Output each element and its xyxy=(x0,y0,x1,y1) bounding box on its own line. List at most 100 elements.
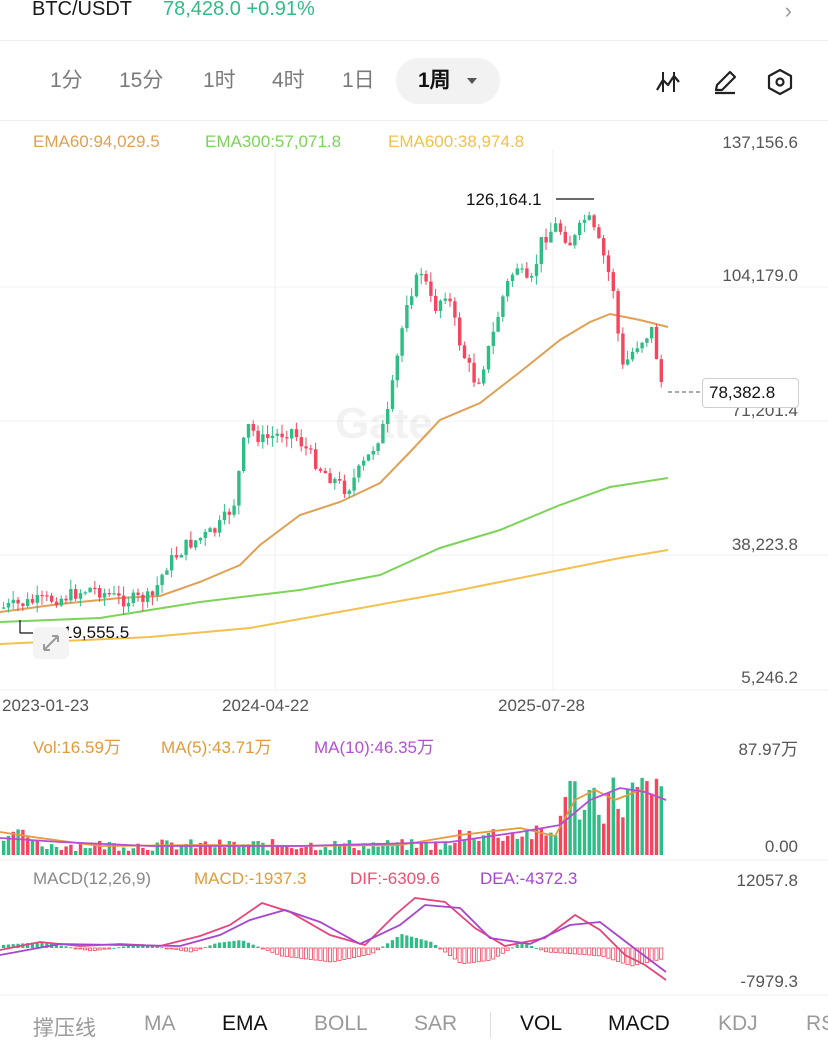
macd-bar xyxy=(150,945,154,948)
candle-body xyxy=(179,555,183,558)
y-tick: 104,179.0 xyxy=(722,266,798,285)
macd-bar xyxy=(630,947,635,967)
volume-bar xyxy=(237,846,241,855)
timeframe-1h[interactable]: 1时 xyxy=(203,69,236,92)
candle-body xyxy=(592,215,596,228)
volume-bar xyxy=(578,819,582,855)
macd-bar xyxy=(83,947,88,951)
candle-body xyxy=(563,231,567,243)
tab-ma[interactable]: MA xyxy=(144,1012,176,1035)
volume-bar xyxy=(83,848,87,855)
macd-bar xyxy=(419,939,423,948)
divider xyxy=(0,40,828,41)
candle-body xyxy=(285,437,289,439)
candle-body xyxy=(520,268,524,270)
macd-bar xyxy=(405,935,409,948)
tab-sar[interactable]: SAR xyxy=(414,1012,458,1035)
volume-bar xyxy=(530,839,534,855)
volume-bar xyxy=(482,835,486,855)
volume-bar xyxy=(645,781,649,855)
settings-hexagon-icon[interactable] xyxy=(766,68,794,96)
candle-body xyxy=(544,237,548,243)
volume-bar xyxy=(424,843,428,855)
volume-bar xyxy=(117,850,121,855)
macd-bar xyxy=(318,947,323,962)
candle-body xyxy=(98,588,102,598)
ticker-bar[interactable]: BTC/USDT 78,428.0 +0.91% › xyxy=(0,0,828,26)
timeframe-1d[interactable]: 1日 xyxy=(342,69,375,92)
ema60-label: EMA60:94,029.5 xyxy=(33,132,160,151)
tab-boll[interactable]: BOLL xyxy=(314,1012,368,1035)
candle-body xyxy=(208,528,212,532)
macd-bar xyxy=(337,947,342,961)
volume-bar xyxy=(174,849,179,855)
volume-bar xyxy=(203,841,207,855)
tab-rsi[interactable]: RS xyxy=(806,1012,828,1035)
tab-vol[interactable]: VOL xyxy=(520,1012,563,1035)
macd-bar xyxy=(452,947,457,960)
candle-body xyxy=(458,317,462,346)
candle-body xyxy=(69,589,73,601)
candle-body xyxy=(261,434,265,443)
expand-chart-button[interactable] xyxy=(33,627,69,659)
indicator-tabs: 撑压线 MA EMA BOLL SAR VOL MACD KDJ RS xyxy=(0,1000,828,1052)
volume-bar xyxy=(405,849,409,855)
volume-bar xyxy=(376,846,380,855)
candle-body xyxy=(150,591,155,596)
volume-bar xyxy=(630,782,635,855)
candle-body xyxy=(515,268,519,275)
volume-bar xyxy=(510,832,515,855)
volume-bar xyxy=(309,842,313,855)
volume-bar xyxy=(357,850,361,855)
candle-body xyxy=(117,593,121,596)
vol-label: Vol:16.59万 xyxy=(33,738,121,757)
candle-body xyxy=(237,471,241,506)
timeframe-4h[interactable]: 4时 xyxy=(272,69,305,92)
volume-bar xyxy=(323,847,327,855)
macd-bar xyxy=(601,947,606,958)
indicator-icon[interactable] xyxy=(654,68,682,96)
candle-body xyxy=(338,479,342,481)
candle-body xyxy=(611,272,615,292)
candle-body xyxy=(414,274,419,297)
macd-bar xyxy=(332,947,337,962)
candle-body xyxy=(11,599,15,604)
candle-body xyxy=(606,255,611,273)
volume-bar xyxy=(438,849,443,855)
macd-bar xyxy=(654,947,659,961)
candle-body xyxy=(438,300,443,311)
dropdown-arrow-icon[interactable] xyxy=(467,78,477,84)
macd-bar xyxy=(410,936,414,948)
volume-bar xyxy=(126,850,131,855)
macd-bar xyxy=(242,940,246,948)
tab-ema[interactable]: EMA xyxy=(222,1012,268,1035)
timeframe-1m[interactable]: 1分 xyxy=(50,69,83,92)
candle-body xyxy=(539,237,543,265)
volume-bar xyxy=(222,847,227,855)
tab-kdj[interactable]: KDJ xyxy=(718,1012,758,1035)
draw-pen-icon[interactable] xyxy=(711,68,739,96)
candle-body xyxy=(318,468,323,471)
macd-bar xyxy=(2,944,6,948)
tab-support-resistance[interactable]: 撑压线 xyxy=(33,1017,96,1040)
volume-bar xyxy=(280,846,284,855)
macd-bar xyxy=(284,947,289,958)
volume-bar xyxy=(650,793,654,855)
price-chart[interactable]: Gate xyxy=(0,120,828,1000)
volume-bar xyxy=(352,848,356,855)
candle-body xyxy=(386,409,390,424)
candle-body xyxy=(630,351,635,360)
candle-body xyxy=(290,429,294,439)
x-tick: 2024-04-22 xyxy=(222,696,309,715)
macd-bar xyxy=(438,947,443,950)
macd-bar xyxy=(371,947,376,954)
timeframe-15m[interactable]: 15分 xyxy=(119,69,164,92)
tab-macd[interactable]: MACD xyxy=(608,1012,670,1035)
timeframe-1w-selected[interactable] xyxy=(396,58,500,104)
candle-body xyxy=(88,587,92,593)
candle-body xyxy=(640,342,644,349)
chevron-right-icon[interactable]: › xyxy=(784,0,792,23)
volume-bar xyxy=(93,843,97,855)
macd-bar xyxy=(251,944,255,948)
volume-bar xyxy=(160,839,164,855)
